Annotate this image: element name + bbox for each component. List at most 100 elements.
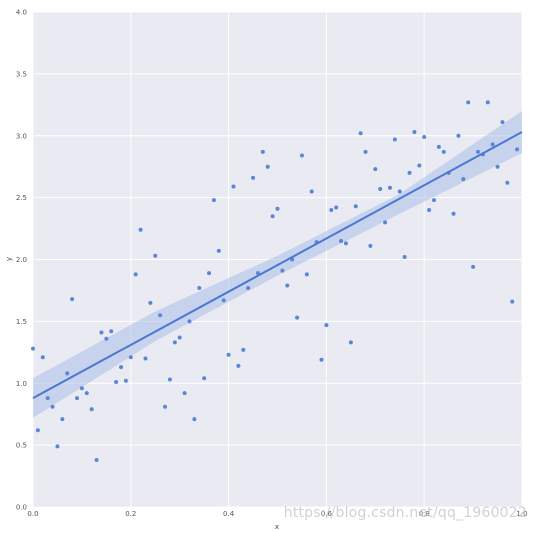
data-point	[128, 355, 133, 360]
data-point	[70, 297, 75, 302]
data-point	[505, 180, 510, 185]
x-tick-label: 0.2	[125, 510, 136, 518]
y-tick-label: 0.0	[16, 504, 27, 512]
data-point	[197, 285, 202, 290]
y-tick-label: 3.0	[16, 132, 27, 140]
data-point	[270, 214, 275, 219]
data-point	[143, 356, 148, 361]
y-tick-label: 1.0	[16, 380, 27, 388]
data-point	[104, 336, 109, 341]
data-point	[153, 253, 158, 258]
data-point	[451, 211, 456, 216]
data-point	[138, 227, 143, 232]
data-point	[339, 238, 344, 243]
data-point	[55, 444, 60, 449]
x-axis-label: x	[275, 523, 279, 531]
data-point	[363, 149, 368, 154]
data-point	[417, 163, 422, 168]
data-point	[35, 428, 40, 433]
data-point	[260, 149, 265, 154]
data-point	[485, 100, 490, 105]
data-point	[475, 149, 480, 154]
data-point	[265, 164, 270, 169]
data-point	[123, 378, 128, 383]
data-point	[177, 335, 182, 340]
y-tick-label: 2.5	[16, 194, 27, 202]
data-point	[422, 134, 427, 139]
data-point	[392, 137, 397, 142]
data-point	[343, 241, 348, 246]
data-point	[119, 365, 124, 370]
data-point	[407, 170, 412, 175]
data-point	[94, 457, 99, 462]
x-tick-label: 0.4	[223, 510, 235, 518]
y-tick-label: 2.0	[16, 256, 27, 264]
y-tick-label: 3.5	[16, 70, 27, 78]
data-point	[182, 391, 187, 396]
data-point	[167, 377, 172, 382]
data-point	[466, 100, 471, 105]
data-point	[187, 319, 192, 324]
data-point	[353, 204, 358, 209]
data-point	[431, 198, 436, 203]
data-point	[383, 220, 388, 225]
data-point	[334, 205, 339, 210]
data-point	[471, 264, 476, 269]
data-point	[490, 142, 495, 147]
data-point	[65, 371, 70, 376]
regression-line-layer	[32, 131, 523, 399]
y-tick-label: 1.5	[16, 318, 27, 326]
data-point	[500, 120, 505, 125]
data-point	[368, 243, 373, 248]
data-point	[373, 167, 378, 172]
data-point	[133, 272, 138, 277]
y-tick-label: 0.5	[16, 442, 27, 450]
data-point	[280, 268, 285, 273]
regression-line	[32, 131, 523, 399]
y-tick-labels: 0.0 0.5 1.0 1.5 2.0 2.5 3.0 3.5 4.0	[16, 9, 27, 512]
data-point	[436, 144, 441, 149]
data-point	[319, 357, 324, 362]
data-point	[202, 376, 207, 381]
data-point	[75, 396, 80, 401]
data-point	[172, 340, 177, 345]
data-point	[60, 417, 65, 422]
watermark-text: https://blog.csdn.net/qq_1960022	[283, 505, 527, 521]
data-point	[158, 313, 163, 318]
x-tick-label: 0.6	[321, 510, 333, 518]
y-tick-label: 4.0	[16, 9, 27, 17]
data-point	[295, 315, 300, 320]
data-point	[251, 175, 256, 180]
data-point	[378, 186, 383, 191]
data-point	[207, 271, 212, 276]
data-point	[84, 391, 89, 396]
data-point	[226, 352, 231, 357]
data-point	[402, 255, 407, 260]
data-point	[241, 347, 246, 352]
data-point	[192, 417, 197, 422]
x-tick-label: 1.0	[516, 510, 527, 518]
x-tick-labels: 0.0 0.2 0.4 0.6 0.8 1.0	[27, 510, 527, 518]
data-point	[79, 386, 84, 391]
data-point	[109, 329, 114, 334]
y-axis-label: y	[5, 257, 13, 261]
data-point	[236, 363, 241, 368]
data-point	[441, 149, 446, 154]
x-tick-label: 0.8	[419, 510, 430, 518]
x-tick-label: 0.0	[27, 510, 38, 518]
data-point	[299, 153, 304, 158]
data-point	[412, 130, 417, 135]
data-point	[40, 355, 45, 360]
data-point	[515, 147, 520, 152]
data-point	[246, 285, 251, 290]
data-point	[221, 298, 226, 303]
data-point	[275, 206, 280, 211]
data-point	[461, 177, 466, 182]
data-point	[309, 189, 314, 194]
data-point	[387, 185, 392, 190]
data-point	[114, 380, 119, 385]
data-point	[329, 208, 334, 212]
data-point	[45, 396, 50, 401]
data-point	[324, 323, 329, 328]
